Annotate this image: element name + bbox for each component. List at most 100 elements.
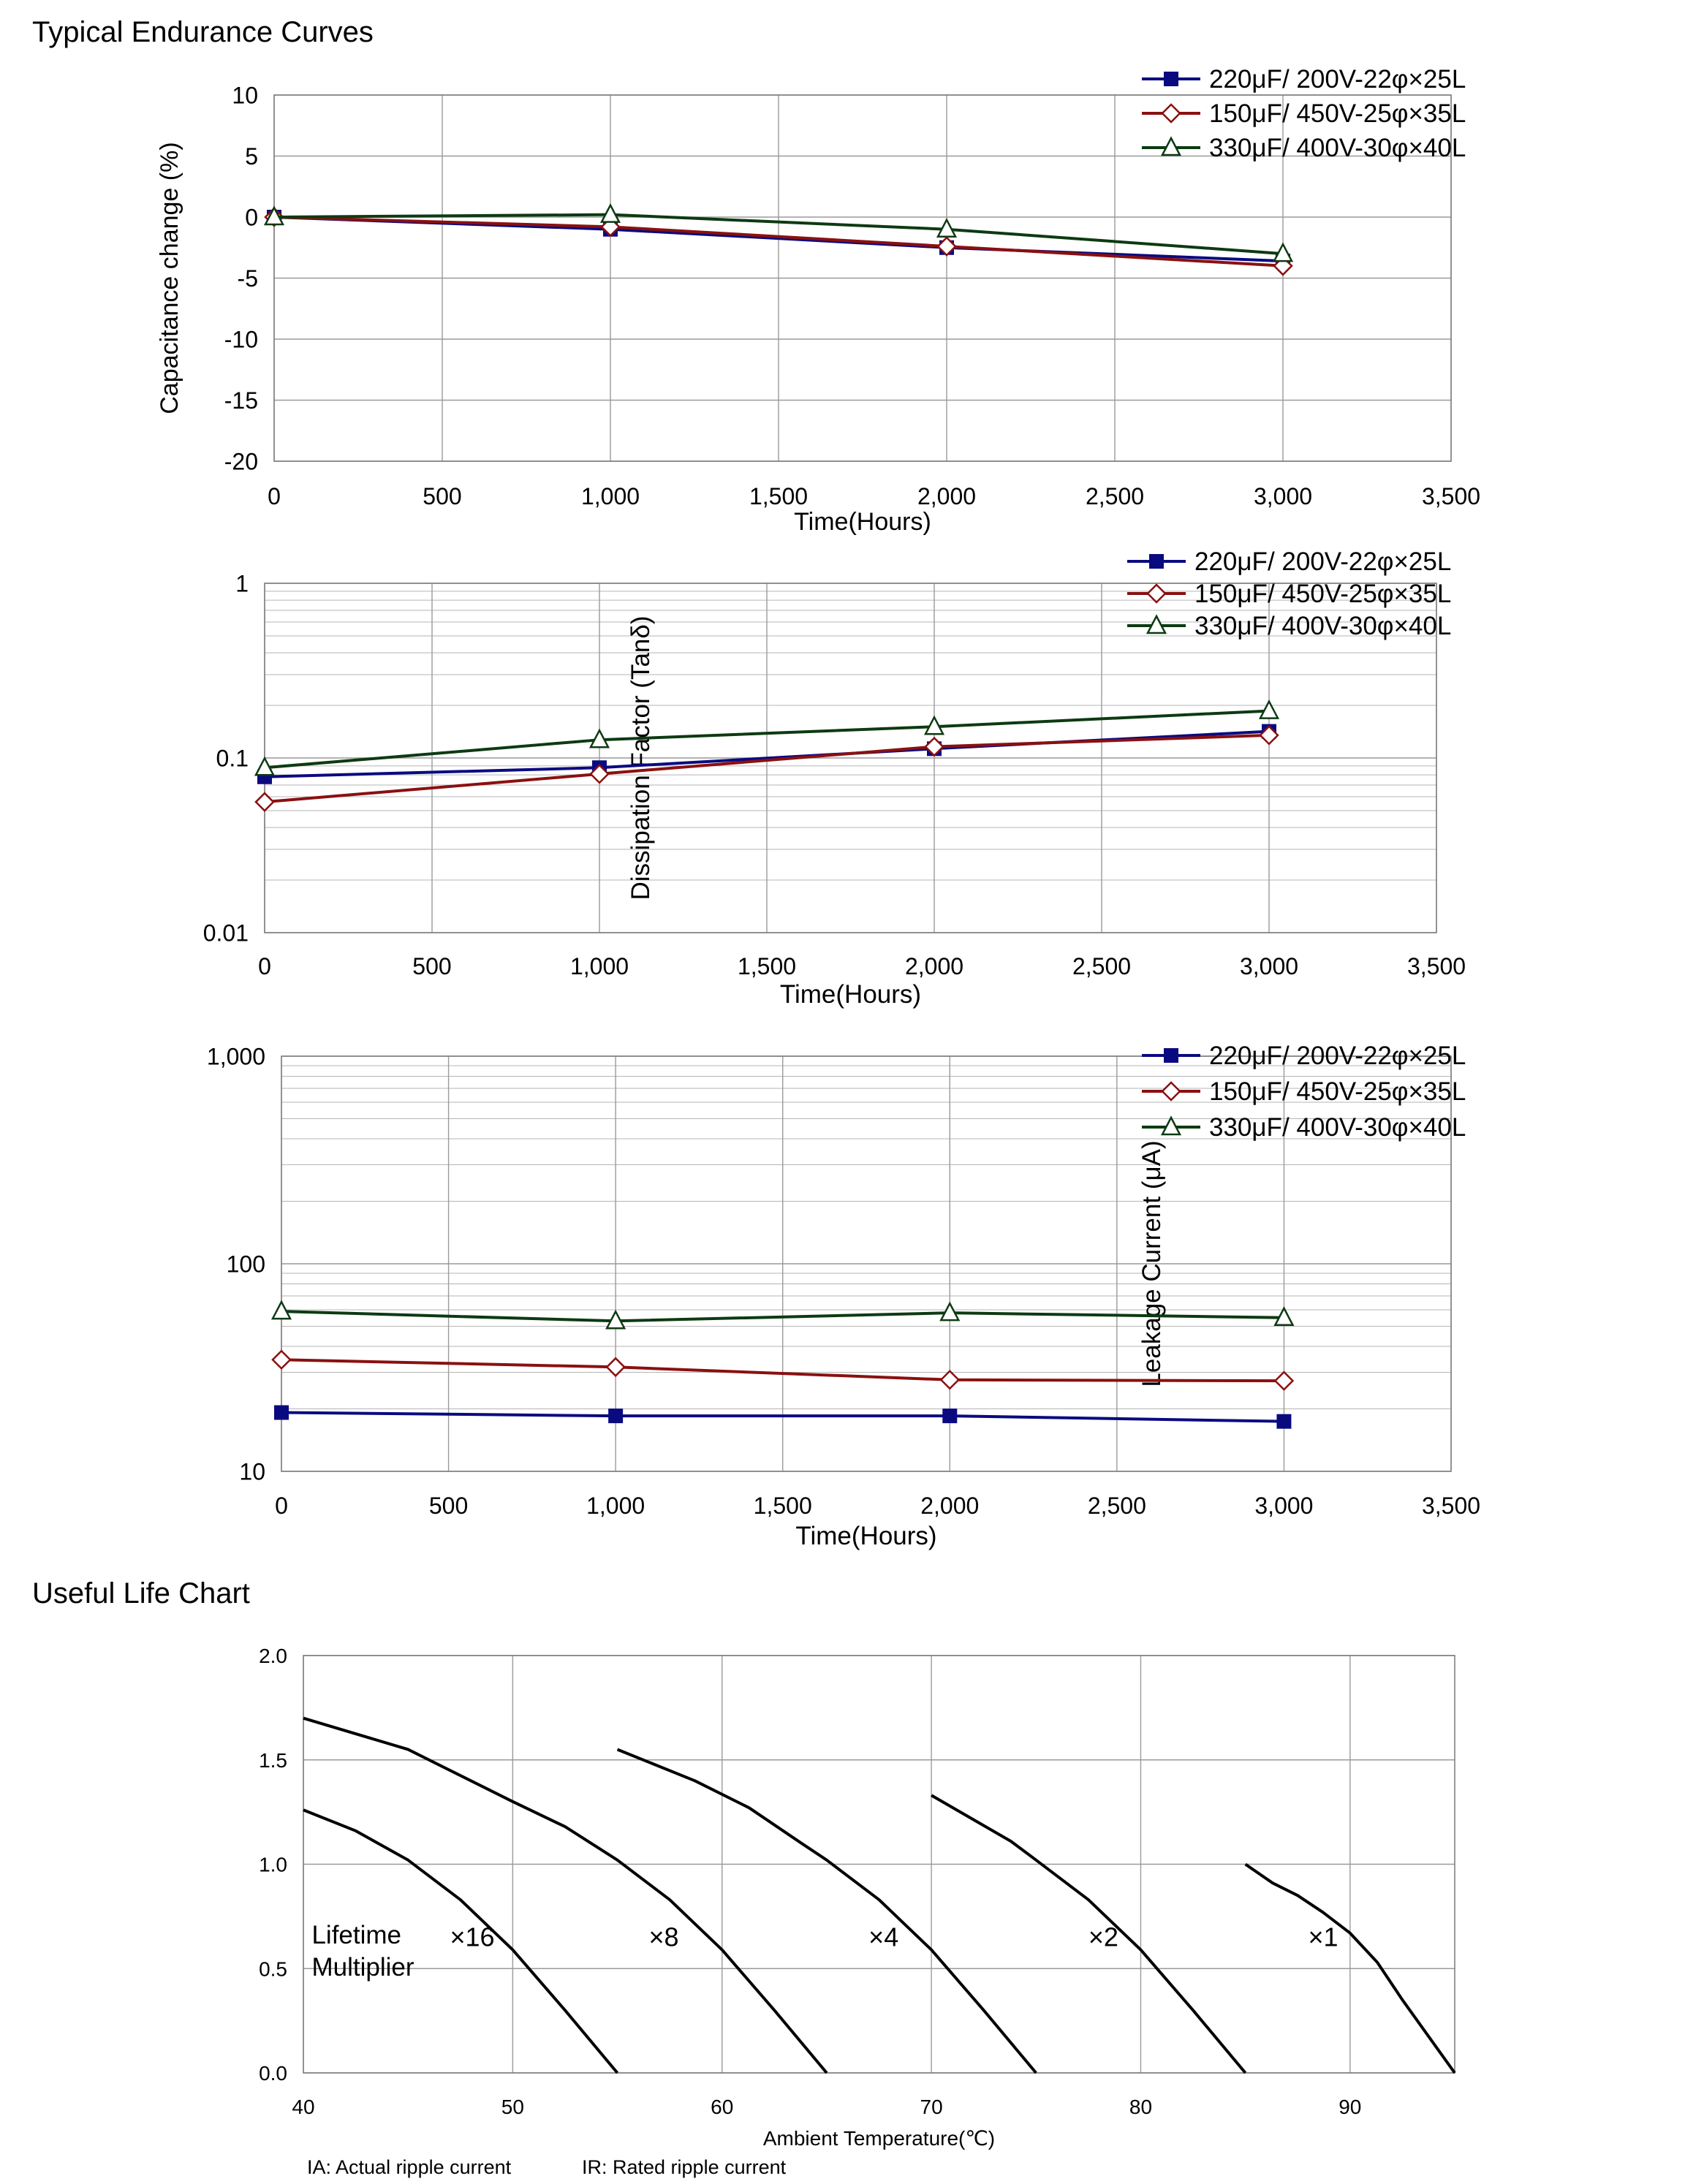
- x-tick-label: 3,500: [1422, 483, 1480, 509]
- x-tick-label: 2,500: [1088, 1493, 1146, 1519]
- series-line-2: [281, 1358, 1284, 1383]
- useful-life-title: Useful Life Chart: [32, 1577, 250, 1609]
- x-tick-label: 0: [268, 483, 281, 509]
- data-point: [1258, 699, 1280, 719]
- legend-label: 150μF/ 450V-25φ×35L: [1209, 99, 1466, 128]
- legend-label: 330μF/ 400V-30φ×40L: [1194, 612, 1451, 640]
- legend: 220μF/ 200V-22φ×25L 150μF/ 450V-25φ×35L 33…: [1142, 65, 1466, 162]
- data-point: [605, 1309, 626, 1330]
- footnote-ir: IR: Rated ripple current: [582, 2156, 787, 2178]
- lifetime-multiplier-label: Multiplier: [311, 1953, 414, 1982]
- y-tick-label: 10: [232, 83, 258, 109]
- legend-marker: [1146, 614, 1167, 634]
- y-tick-label: 100: [227, 1251, 265, 1278]
- x-tick-label: 2,000: [905, 953, 963, 979]
- x-tick-label: 1,500: [749, 483, 808, 509]
- chart-1: 10 5 0 -5 -10 -15 -20 0 500 1,000 1,500 2,000 2,500 3…: [156, 65, 1480, 536]
- footnote-ia: IA: Actual ripple current: [307, 2156, 512, 2178]
- series-line-3: [264, 709, 1270, 770]
- data-point: [936, 236, 957, 257]
- x-tick-label: 3,000: [1254, 1493, 1313, 1519]
- y-axis-label: Leakage Current (μA): [1137, 1140, 1166, 1387]
- x-tick-label: 500: [429, 1493, 468, 1519]
- multiplier-label: ×4: [868, 1922, 898, 1952]
- x-tick-label: 3,000: [1240, 953, 1298, 979]
- x-tick-label: 40: [292, 2096, 314, 2118]
- legend-marker: [1146, 583, 1167, 604]
- legend-label: 330μF/ 400V-30φ×40L: [1209, 134, 1466, 162]
- data-point: [271, 1349, 292, 1370]
- plot-frame: [303, 1655, 1455, 2074]
- x-tick-label: 3,500: [1407, 953, 1466, 979]
- x-tick-label: 2,500: [1072, 953, 1131, 979]
- legend-label: 220μF/ 200V-22φ×25L: [1209, 65, 1466, 94]
- y-tick-label: -15: [224, 387, 258, 414]
- life-curve-2: [303, 1716, 828, 2074]
- data-point: [589, 764, 610, 784]
- y-tick-label: 0.01: [203, 920, 249, 947]
- legend-marker: [1149, 554, 1164, 569]
- y-tick-label: 1: [235, 571, 249, 597]
- data-point: [942, 1408, 958, 1424]
- y-tick-label: 1.5: [259, 1749, 287, 1772]
- data-point: [939, 1370, 961, 1390]
- x-tick-label: 90: [1338, 2096, 1361, 2118]
- x-tick-label: 3,500: [1422, 1493, 1480, 1519]
- y-tick-label: -10: [224, 327, 258, 353]
- data-point: [1272, 242, 1294, 262]
- series-line-2: [273, 216, 1284, 268]
- x-tick-label: 50: [501, 2096, 524, 2118]
- legend-marker: [1160, 1115, 1182, 1136]
- plot-frame: [281, 1055, 1452, 1472]
- y-tick-label: 1.0: [259, 1854, 287, 1876]
- data-point: [1259, 725, 1279, 746]
- x-axis-label: Time(Hours): [780, 980, 921, 1009]
- data-point: [270, 1300, 292, 1320]
- life-curve-5: [1244, 1862, 1456, 2074]
- y-tick-label: 0.5: [259, 1957, 287, 1980]
- x-tick-label: 2,500: [1086, 483, 1144, 509]
- x-tick-label: 500: [412, 953, 451, 979]
- x-tick-label: 1,000: [581, 483, 640, 509]
- data-point: [608, 1408, 624, 1424]
- data-point: [936, 217, 958, 238]
- multiplier-label: ×2: [1088, 1922, 1118, 1952]
- legend-marker: [1164, 72, 1178, 86]
- data-point: [588, 728, 610, 748]
- data-point: [924, 736, 944, 757]
- series-line-2: [264, 733, 1270, 804]
- data-point: [254, 756, 276, 776]
- data-point: [1273, 1370, 1295, 1391]
- y-tick-label: 0: [245, 205, 258, 231]
- y-tick-label: 10: [239, 1459, 265, 1485]
- x-tick-label: 2,000: [917, 483, 976, 509]
- legend-marker: [1161, 103, 1181, 124]
- life-curve-4: [931, 1794, 1247, 2074]
- x-tick-label: 500: [423, 483, 461, 509]
- data-point: [254, 792, 275, 812]
- legend-marker: [1160, 136, 1182, 156]
- x-axis-label: Ambient Temperature(℃): [763, 2127, 995, 2150]
- legend-label: 150μF/ 450V-25φ×35L: [1209, 1077, 1466, 1106]
- legend-marker: [1164, 1048, 1178, 1063]
- data-point: [1273, 1306, 1295, 1326]
- x-tick-label: 60: [711, 2096, 733, 2118]
- endurance-title: Typical Endurance Curves: [32, 16, 374, 48]
- data-point: [923, 715, 945, 735]
- series-line-1: [281, 1411, 1284, 1423]
- y-tick-label: 2.0: [259, 1645, 287, 1667]
- multiplier-label: ×1: [1309, 1922, 1338, 1952]
- chart-2: 1 0.1 0.01 0 500 1,000 1,500 2,000 2,500 3,000 3,5…: [203, 547, 1466, 1009]
- x-axis-label: Time(Hours): [795, 1522, 936, 1550]
- y-tick-label: -20: [224, 449, 258, 475]
- y-tick-label: -5: [238, 265, 258, 292]
- legend-label: 150μF/ 450V-25φ×35L: [1194, 580, 1451, 608]
- lifetime-multiplier-label: Lifetime: [311, 1921, 401, 1949]
- chart-4: 2.0 1.5 1.0 0.5 0.040 50 60 70 80 90 Ambient Tempe…: [259, 1645, 1456, 2150]
- data-point: [939, 1301, 961, 1322]
- x-tick-label: 70: [920, 2096, 943, 2118]
- legend: 220μF/ 200V-22φ×25L 150μF/ 450V-25φ×35L 33…: [1142, 1042, 1466, 1142]
- x-tick-label: 2,000: [920, 1493, 979, 1519]
